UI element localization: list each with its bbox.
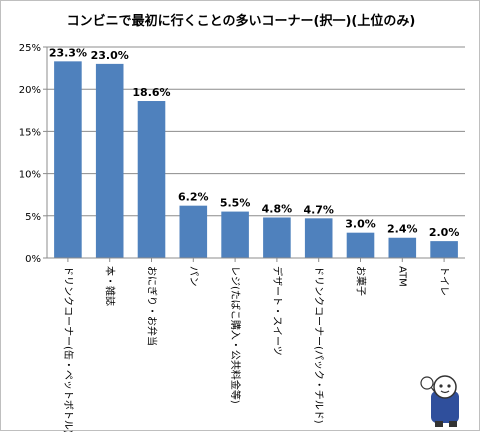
x-tick-label: デザート・スイーツ <box>271 266 284 356</box>
data-label: 4.8% <box>262 202 293 215</box>
bar <box>179 205 208 258</box>
chart-title: コンビニで最初に行くことの多いコーナー(択一)(上位のみ) <box>67 13 416 29</box>
x-tick-label: 本・雑誌 <box>104 266 117 306</box>
data-labels: 23.3% 23.0% 18.6% 6.2% 5.5% 4.8% 4.7% 3.0% 2.4% 2… <box>49 46 460 239</box>
data-label: 18.6% <box>132 86 170 99</box>
x-tick-label: おにぎり・お弁当 <box>146 266 159 346</box>
x-tick-label: トイレ <box>438 266 449 296</box>
x-tick-label: レジ(たばこ購入・公共料金等) <box>229 266 242 404</box>
data-label: 4.7% <box>303 203 334 216</box>
x-tick-label: お菓子 <box>355 266 367 296</box>
bar <box>430 241 458 258</box>
y-tick-label: 10% <box>19 170 41 181</box>
data-label: 3.0% <box>345 218 376 231</box>
y-tick-label: 0% <box>25 254 41 265</box>
bar <box>221 211 249 258</box>
bars <box>54 61 458 262</box>
bar <box>54 61 82 259</box>
data-label: 23.3% <box>49 46 87 59</box>
bar <box>388 237 417 258</box>
bar <box>95 63 124 258</box>
bar <box>346 232 375 258</box>
data-label: 2.4% <box>387 223 418 236</box>
y-tick-label: 20% <box>19 85 41 96</box>
data-label: 2.0% <box>429 226 460 239</box>
data-label: 23.0% <box>91 49 129 62</box>
x-tick-label: ドリンクコーナー(パック・チルド) <box>313 266 325 424</box>
y-axis-ticks: 0% 5% 10% 15% 20% 25% <box>19 43 47 265</box>
y-tick-label: 25% <box>19 43 41 54</box>
y-tick-label: 15% <box>19 127 41 138</box>
data-label: 6.2% <box>178 191 209 204</box>
cartoon-mascot-icon <box>420 375 459 427</box>
y-tick-label: 5% <box>25 212 41 223</box>
data-label: 5.5% <box>220 197 251 210</box>
x-tick-label: ドリンクコーナー(缶・ペットボトル) <box>62 266 75 432</box>
x-axis-labels: ドリンクコーナー(缶・ペットボトル) 本・雑誌 おにぎり・お弁当 パン レジ(たばこ購入… <box>62 266 449 432</box>
x-tick-label: ATM <box>396 266 407 287</box>
bar <box>137 101 166 259</box>
bar <box>304 218 333 258</box>
bar <box>263 217 291 258</box>
x-tick-label: パン <box>187 266 199 287</box>
